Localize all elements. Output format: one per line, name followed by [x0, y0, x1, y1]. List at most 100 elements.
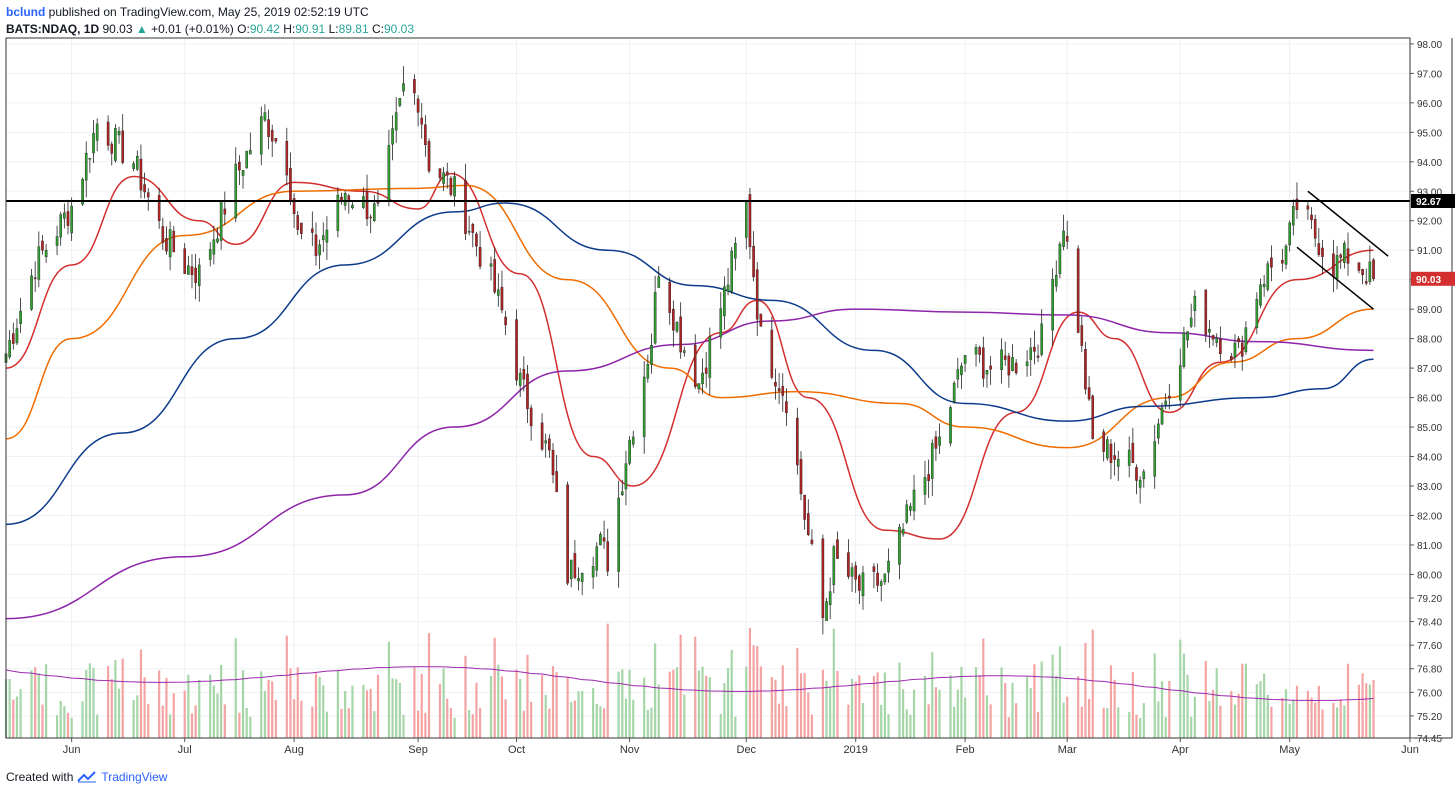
candle-down: [267, 119, 270, 137]
candle-up: [861, 572, 865, 597]
volume-bar-down: [606, 623, 609, 738]
candle-down: [1372, 259, 1375, 280]
volume-bar-up: [241, 670, 245, 738]
candle-up: [628, 439, 631, 464]
volume-bar-up: [883, 672, 886, 738]
volume-bar-down: [555, 672, 558, 738]
time-axis[interactable]: Jun Jul Aug Sep Oct Nov Dec 2019 Feb Mar Apr May Jun: [63, 738, 1419, 756]
candle-down: [1230, 356, 1233, 360]
candle-up: [325, 229, 329, 243]
volume-bar-down: [194, 705, 197, 738]
candle-up: [952, 382, 956, 403]
candle-down: [876, 572, 879, 586]
volume-bar-down: [796, 647, 799, 738]
volume-bar-down: [504, 699, 507, 738]
candle-up: [373, 203, 376, 221]
volume-bar-down: [183, 690, 186, 738]
volume-bar-down: [748, 628, 752, 738]
candle-up: [701, 372, 704, 385]
y-tick-label: 82.00: [1417, 511, 1442, 522]
footer: Created with TradingView: [6, 770, 167, 784]
candle-up: [187, 265, 190, 275]
candle-up: [825, 601, 828, 621]
volume-bar-up: [344, 691, 347, 738]
chart-frame: [5, 37, 1453, 739]
channel-upper-line: [1307, 190, 1389, 257]
volume-bar-down: [143, 677, 146, 738]
volume-bar-down: [1230, 691, 1233, 738]
publish-line: bclund published on TradingView.com, May…: [6, 4, 414, 21]
volume-bar-down: [1365, 683, 1368, 738]
volume-bar-up: [37, 673, 40, 738]
volume-bar-up: [898, 662, 901, 738]
candle-down: [471, 224, 475, 233]
volume-bar-up: [1368, 684, 1371, 738]
volume-bar-up: [1040, 661, 1043, 738]
author-name[interactable]: bclund: [6, 5, 46, 19]
volume-bar-down: [478, 707, 482, 738]
candle-down: [449, 178, 453, 195]
volume-bar-up: [1029, 688, 1032, 738]
volume-bar-up: [730, 649, 733, 738]
volume-bar-up: [59, 701, 62, 738]
volume-bar-up: [497, 664, 500, 738]
candle-down: [1281, 260, 1284, 264]
volume-bar-up: [322, 685, 325, 738]
x-tick-label: Aug: [284, 744, 304, 756]
volume-bar-down: [66, 712, 70, 738]
volume-bar-down: [672, 669, 675, 738]
candle-down: [1131, 442, 1135, 463]
volume-bar-down: [464, 655, 467, 738]
change-value: +0.01 (+0.01%): [151, 22, 234, 36]
volume-bar-down: [1357, 684, 1361, 738]
candle-up: [245, 150, 248, 169]
volume-bar-up: [1157, 701, 1160, 738]
candle-up: [828, 591, 832, 606]
candle-down: [1135, 467, 1138, 481]
candle-up: [577, 578, 580, 582]
candle-up: [1157, 423, 1160, 439]
volume-ma: [5, 666, 1374, 701]
candle-up: [544, 440, 548, 444]
candle-up: [675, 322, 679, 332]
price-axis[interactable]: 98.00 97.00 96.00 95.00 94.00 93.00 92.00 91.00…: [1410, 40, 1455, 745]
candle-down: [1240, 342, 1244, 357]
close-label: C:: [371, 22, 384, 36]
volume-bar-down: [416, 710, 420, 738]
volume-bar-up: [198, 680, 201, 738]
candle-down: [785, 401, 788, 414]
volume-bar-down: [872, 676, 876, 738]
candle-up: [1058, 243, 1062, 274]
candle-up: [974, 347, 978, 355]
candle-down: [194, 267, 197, 284]
volume-bar-down: [858, 675, 861, 738]
candle-up: [624, 463, 628, 490]
candle-down: [416, 98, 420, 113]
candle-down: [777, 388, 781, 392]
volume-bar-up: [220, 664, 223, 738]
volume-bar-down: [376, 674, 380, 738]
candle-up: [114, 128, 117, 161]
candle-up: [263, 112, 267, 121]
volume-bar-up: [209, 674, 212, 738]
tradingview-brand[interactable]: TradingView: [101, 770, 168, 784]
symbol-label[interactable]: BATS:NDAQ, 1D: [6, 22, 100, 36]
volume-bar-down: [449, 708, 452, 738]
volume-bar-up: [1208, 701, 1211, 738]
volume-bar-up: [132, 699, 135, 738]
volume-bar-down: [1080, 706, 1083, 738]
volume-bar-down: [1004, 682, 1007, 738]
volume-bar-down: [267, 679, 270, 738]
chart-header: bclund published on TradingView.com, May…: [6, 4, 414, 38]
volume-bar-down: [190, 713, 194, 738]
volume-bar-up: [832, 628, 835, 738]
volume-bar-down: [540, 675, 544, 738]
candle-up: [394, 112, 398, 131]
volume-bar-down: [420, 673, 423, 738]
candle-up: [442, 172, 445, 184]
candle-down: [66, 211, 70, 226]
candle-up: [518, 373, 522, 386]
candle-up: [879, 581, 883, 586]
candle-up: [15, 328, 19, 344]
